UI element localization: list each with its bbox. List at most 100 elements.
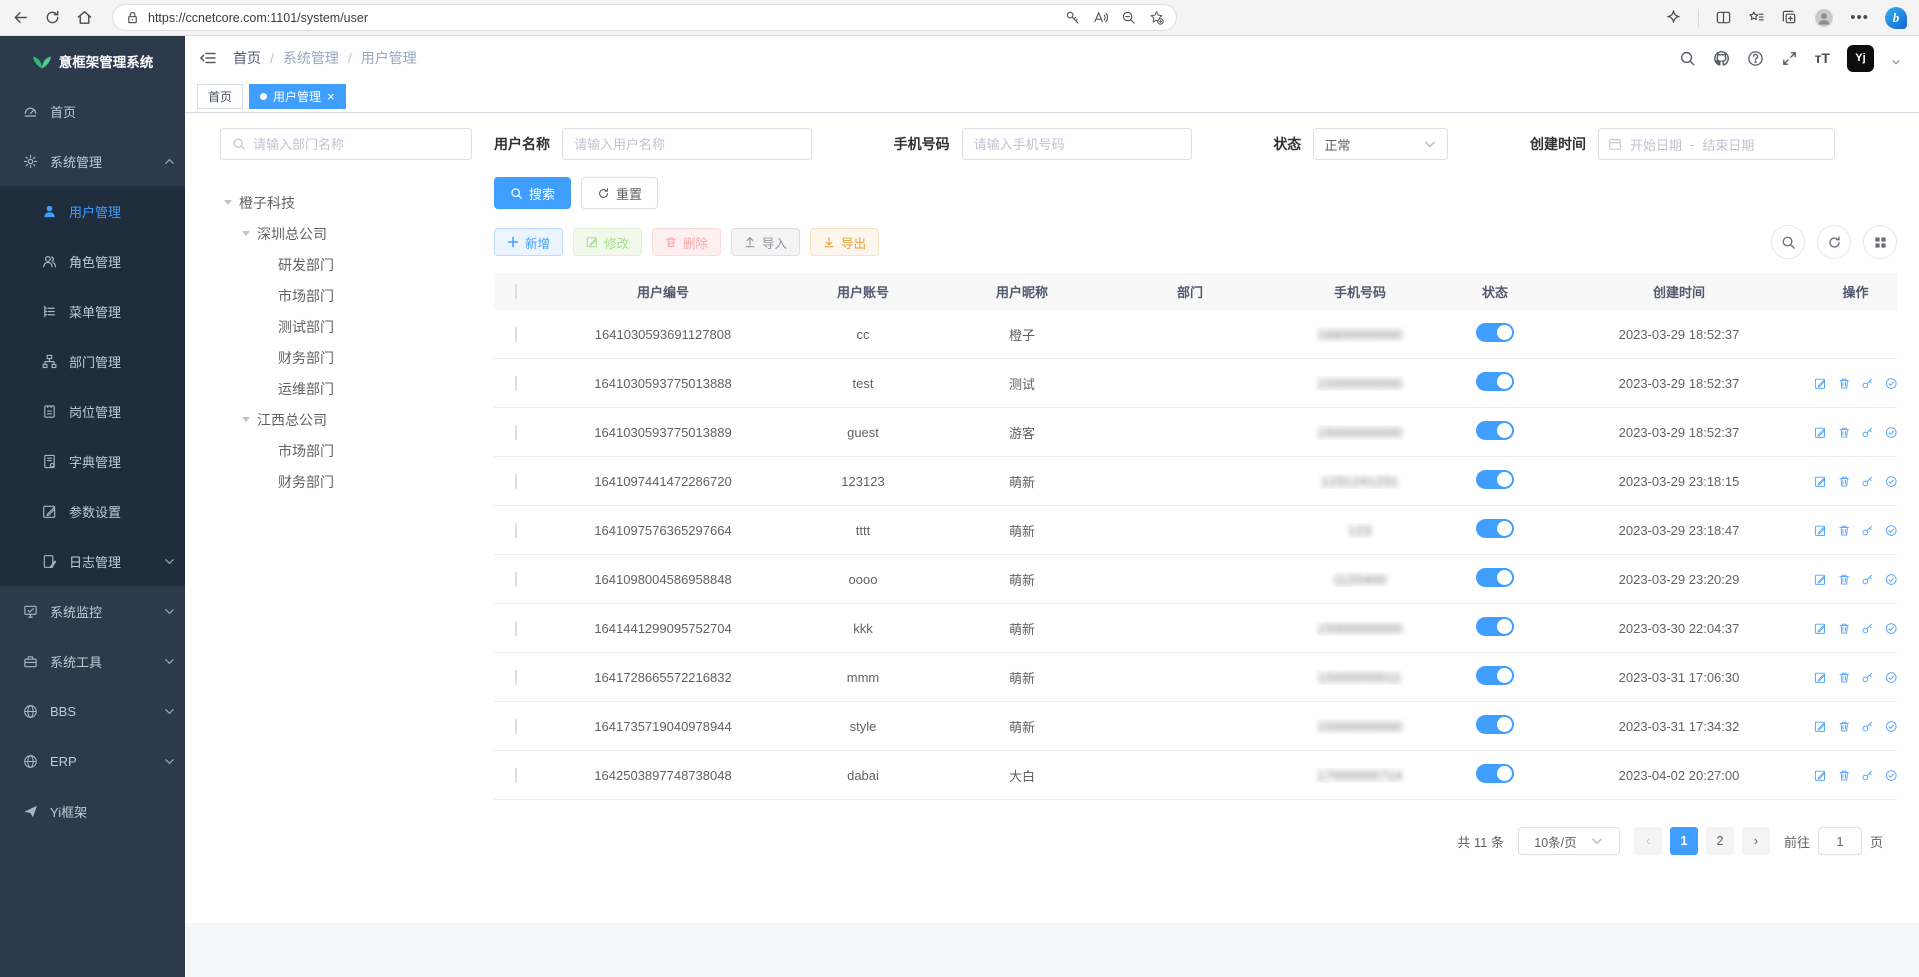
refresh-table-button[interactable] — [1817, 225, 1851, 259]
goto-page-input[interactable] — [1817, 827, 1862, 855]
delete-icon[interactable] — [1838, 719, 1851, 734]
date-range-picker[interactable]: 开始日期 - 结束日期 — [1597, 128, 1835, 160]
tree-node-dept[interactable]: 运维部门 — [220, 373, 472, 404]
assign-role-check-icon[interactable] — [1885, 670, 1898, 685]
status-toggle[interactable] — [1476, 372, 1514, 391]
status-toggle[interactable] — [1476, 568, 1514, 587]
collections-icon[interactable] — [1781, 9, 1798, 26]
reset-password-key-icon[interactable] — [1861, 425, 1874, 440]
tree-node-dept[interactable]: 财务部门 — [220, 466, 472, 497]
browser-more-icon[interactable]: ••• — [1850, 9, 1869, 26]
breadcrumb-home[interactable]: 首页 — [233, 50, 261, 66]
sidebar-item-system-tools[interactable]: 系统工具 — [0, 636, 185, 686]
edit-icon[interactable] — [1814, 572, 1827, 587]
sidebar-item-dept-mgmt[interactable]: 部门管理 — [0, 336, 185, 386]
row-checkbox[interactable] — [515, 571, 517, 587]
tab-close-icon[interactable]: × — [327, 88, 335, 104]
page-1-button[interactable]: 1 — [1669, 827, 1698, 855]
help-icon[interactable] — [1747, 50, 1764, 67]
sidebar-item-param-settings[interactable]: 参数设置 — [0, 486, 185, 536]
assign-role-check-icon[interactable] — [1885, 719, 1898, 734]
delete-icon[interactable] — [1838, 425, 1851, 440]
status-toggle[interactable] — [1476, 666, 1514, 685]
reset-password-key-icon[interactable] — [1861, 523, 1874, 538]
delete-icon[interactable] — [1838, 621, 1851, 636]
edit-icon[interactable] — [1814, 376, 1827, 391]
tree-node-dept[interactable]: 财务部门 — [220, 342, 472, 373]
tab-user-mgmt[interactable]: 用户管理 × — [249, 83, 346, 109]
delete-icon[interactable] — [1838, 523, 1851, 538]
edit-icon[interactable] — [1814, 768, 1827, 783]
browser-home-icon[interactable] — [76, 9, 93, 26]
delete-icon[interactable] — [1838, 768, 1851, 783]
delete-icon[interactable] — [1838, 376, 1851, 391]
reset-password-key-icon[interactable] — [1861, 474, 1874, 489]
status-toggle[interactable] — [1476, 715, 1514, 734]
read-aloud-icon[interactable] — [1093, 10, 1108, 25]
status-toggle[interactable] — [1476, 470, 1514, 489]
page-size-select[interactable]: 10条/页 — [1517, 827, 1620, 855]
status-toggle[interactable] — [1476, 519, 1514, 538]
reset-password-key-icon[interactable] — [1861, 670, 1874, 685]
status-toggle[interactable] — [1476, 617, 1514, 636]
avatar-caret-icon[interactable] — [1891, 57, 1901, 67]
row-checkbox[interactable] — [515, 424, 517, 440]
show-search-button[interactable] — [1771, 225, 1805, 259]
edit-icon[interactable] — [1814, 670, 1827, 685]
tab-home[interactable]: 首页 — [197, 83, 244, 109]
sidebar-item-yi-framework[interactable]: Yi框架 — [0, 786, 185, 836]
sidebar-item-system-monitor[interactable]: 系统监控 — [0, 586, 185, 636]
sidebar-item-bbs[interactable]: BBS — [0, 686, 185, 736]
browser-profile-icon[interactable] — [1814, 8, 1834, 28]
row-checkbox[interactable] — [515, 326, 517, 342]
row-checkbox[interactable] — [515, 669, 517, 685]
tree-caret-icon[interactable] — [242, 417, 250, 422]
edit-icon[interactable] — [1814, 719, 1827, 734]
github-icon[interactable] — [1713, 50, 1730, 67]
page-2-button[interactable]: 2 — [1705, 827, 1734, 855]
browser-refresh-icon[interactable] — [44, 9, 61, 26]
sidebar-item-post-mgmt[interactable]: 岗位管理 — [0, 386, 185, 436]
sidebar-item-user-mgmt[interactable]: 用户管理 — [0, 186, 185, 236]
address-bar[interactable]: https://ccnetcore.com:1101/system/user — [112, 4, 1177, 31]
sidebar-item-dict-mgmt[interactable]: 字典管理 — [0, 436, 185, 486]
edit-button[interactable]: 修改 — [573, 228, 643, 256]
edit-icon[interactable] — [1814, 474, 1827, 489]
tree-caret-icon[interactable] — [242, 231, 250, 236]
sidebar-item-role-mgmt[interactable]: 角色管理 — [0, 236, 185, 286]
sidebar-item-menu-mgmt[interactable]: 菜单管理 — [0, 286, 185, 336]
sidebar-item-system-mgmt[interactable]: 系统管理 — [0, 136, 185, 186]
edit-icon[interactable] — [1814, 425, 1827, 440]
row-checkbox[interactable] — [515, 473, 517, 489]
delete-icon[interactable] — [1838, 474, 1851, 489]
browser-back-icon[interactable] — [12, 9, 29, 26]
tree-node-dept[interactable]: 测试部门 — [220, 311, 472, 342]
tree-caret-icon[interactable] — [224, 200, 232, 205]
favorites-icon[interactable] — [1748, 9, 1765, 26]
tree-node-dept[interactable]: 研发部门 — [220, 249, 472, 280]
assign-role-check-icon[interactable] — [1885, 768, 1898, 783]
fullscreen-icon[interactable] — [1781, 50, 1798, 67]
add-button[interactable]: 新增 — [494, 228, 564, 256]
reset-password-key-icon[interactable] — [1861, 768, 1874, 783]
sidebar-item-erp[interactable]: ERP — [0, 736, 185, 786]
reset-password-key-icon[interactable] — [1861, 621, 1874, 636]
browser-essentials-icon[interactable] — [1665, 9, 1682, 26]
prev-page-button[interactable]: ‹ — [1633, 827, 1662, 855]
edit-icon[interactable] — [1814, 621, 1827, 636]
assign-role-check-icon[interactable] — [1885, 474, 1898, 489]
font-size-icon[interactable]: тT — [1814, 50, 1830, 66]
delete-icon[interactable] — [1838, 670, 1851, 685]
row-checkbox[interactable] — [515, 718, 517, 734]
column-settings-button[interactable] — [1863, 225, 1897, 259]
assign-role-check-icon[interactable] — [1885, 523, 1898, 538]
tree-node-company[interactable]: 橙子科技 — [220, 187, 472, 218]
next-page-button[interactable]: › — [1741, 827, 1770, 855]
sidebar-fold-icon[interactable] — [199, 49, 217, 67]
export-button[interactable]: 导出 — [810, 228, 880, 256]
status-select[interactable]: 正常 — [1313, 128, 1449, 160]
status-toggle[interactable] — [1476, 323, 1514, 342]
assign-role-check-icon[interactable] — [1885, 376, 1898, 391]
tree-node-dept[interactable]: 市场部门 — [220, 280, 472, 311]
reset-password-key-icon[interactable] — [1861, 719, 1874, 734]
